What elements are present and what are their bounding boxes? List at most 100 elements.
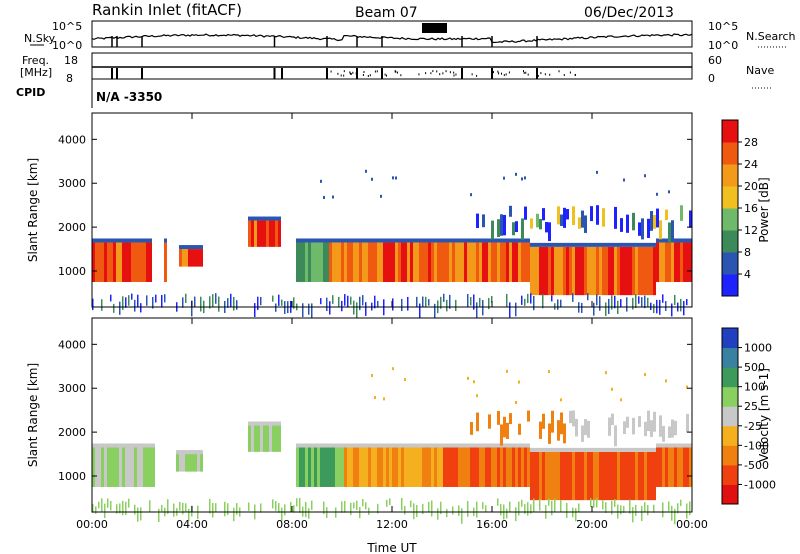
range-cell [632,451,635,501]
range-cell-edge [611,242,614,247]
upper-echo [503,416,506,438]
range-cell [620,246,623,296]
range-cell [584,451,587,501]
range-cell [566,451,569,501]
range-cell-edge [200,450,203,455]
range-cell-edge [416,443,419,448]
range-cell [485,242,488,282]
range-cell [260,220,263,247]
cpid-label: CPID [16,86,45,99]
range-cell [623,246,626,296]
near-range-echo [260,296,262,306]
range-cell [626,246,629,296]
range-cell-edge [434,238,437,243]
upper-echo [671,419,674,438]
near-range-echo [524,504,526,514]
range-cell [257,220,260,247]
range-cell-edge [275,421,278,426]
range-cell-edge [482,443,485,448]
range-cell [617,246,620,296]
range-cell-edge [332,238,335,243]
range-cell [95,242,98,282]
near-range-echo [110,294,112,302]
near-range-echo [236,503,238,515]
upper-echo [650,420,653,437]
upper-echo [566,209,569,220]
near-range-echo [422,503,424,514]
range-cell [359,447,362,487]
range-cell-edge [659,443,662,448]
upper-echo [659,415,662,437]
range-cell-edge [113,443,116,448]
range-cell-edge [122,443,125,448]
range-cell-edge [152,443,155,448]
x-tick-label: 20:00 [576,518,608,531]
near-range-echo [113,303,115,313]
range-cell [557,246,560,296]
range-cell-edge [416,238,419,243]
far-range-speck [656,192,658,196]
range-cell-edge [629,242,632,247]
range-cell-edge [248,216,251,221]
near-range-echo [224,501,226,517]
near-range-echo [662,502,664,518]
range-cell-edge [197,450,200,455]
noise-spikes [111,23,538,47]
range-cell-edge [614,447,617,452]
upper-echo [563,423,566,444]
range-cell-edge [251,216,254,221]
range-cell-edge [146,443,149,448]
range-cell [380,242,383,282]
range-cell [437,447,440,487]
far-range-speck [524,176,526,180]
far-range-speck [371,374,373,378]
range-cell [101,242,104,282]
range-cell-edge [305,443,308,448]
range-cell [677,242,680,282]
range-cell [458,242,461,282]
range-cell [515,242,518,282]
range-cell [128,242,131,282]
freq-tick-top: 18 [64,54,78,67]
range-cell [182,249,185,267]
range-cell [482,242,485,282]
range-cell-edge [128,238,131,243]
near-range-echo [482,502,484,510]
range-cell [536,246,539,296]
upper-echo [653,214,656,229]
range-cell-edge [662,443,665,448]
range-cell-edge [674,443,677,448]
nave-dot [453,71,455,74]
y-tick-label: 3000 [58,382,86,395]
range-cell [575,246,578,296]
colorbar-segment [722,386,738,407]
near-range-echo [368,507,370,515]
range-cell [530,246,533,296]
range-cell-edge [506,443,509,448]
nave-dot [355,72,357,75]
range-cell-edge [590,447,593,452]
range-cell-edge [503,238,506,243]
range-cell [401,447,404,487]
near-range-echo [341,501,343,513]
range-cell-edge [383,238,386,243]
near-range-echo [125,297,127,308]
upper-echo [689,210,692,228]
noise-left-tick-top: 10^5 [52,20,82,33]
upper-echo [620,218,623,232]
near-range-echo [311,500,313,510]
nave-dot [350,72,352,75]
near-range-echo [158,508,160,523]
range-cell-edge [617,447,620,452]
near-range-echo [95,506,97,514]
range-cell-edge [368,443,371,448]
range-cell-edge [530,447,533,452]
range-cell [647,451,650,501]
range-cell [446,447,449,487]
power-colorbar-label: Power [dB] [757,177,771,242]
upper-echo [626,214,629,233]
range-cell [488,447,491,487]
upper-echo [530,218,533,229]
range-cell-edge [344,238,347,243]
near-range-echo [539,498,541,511]
